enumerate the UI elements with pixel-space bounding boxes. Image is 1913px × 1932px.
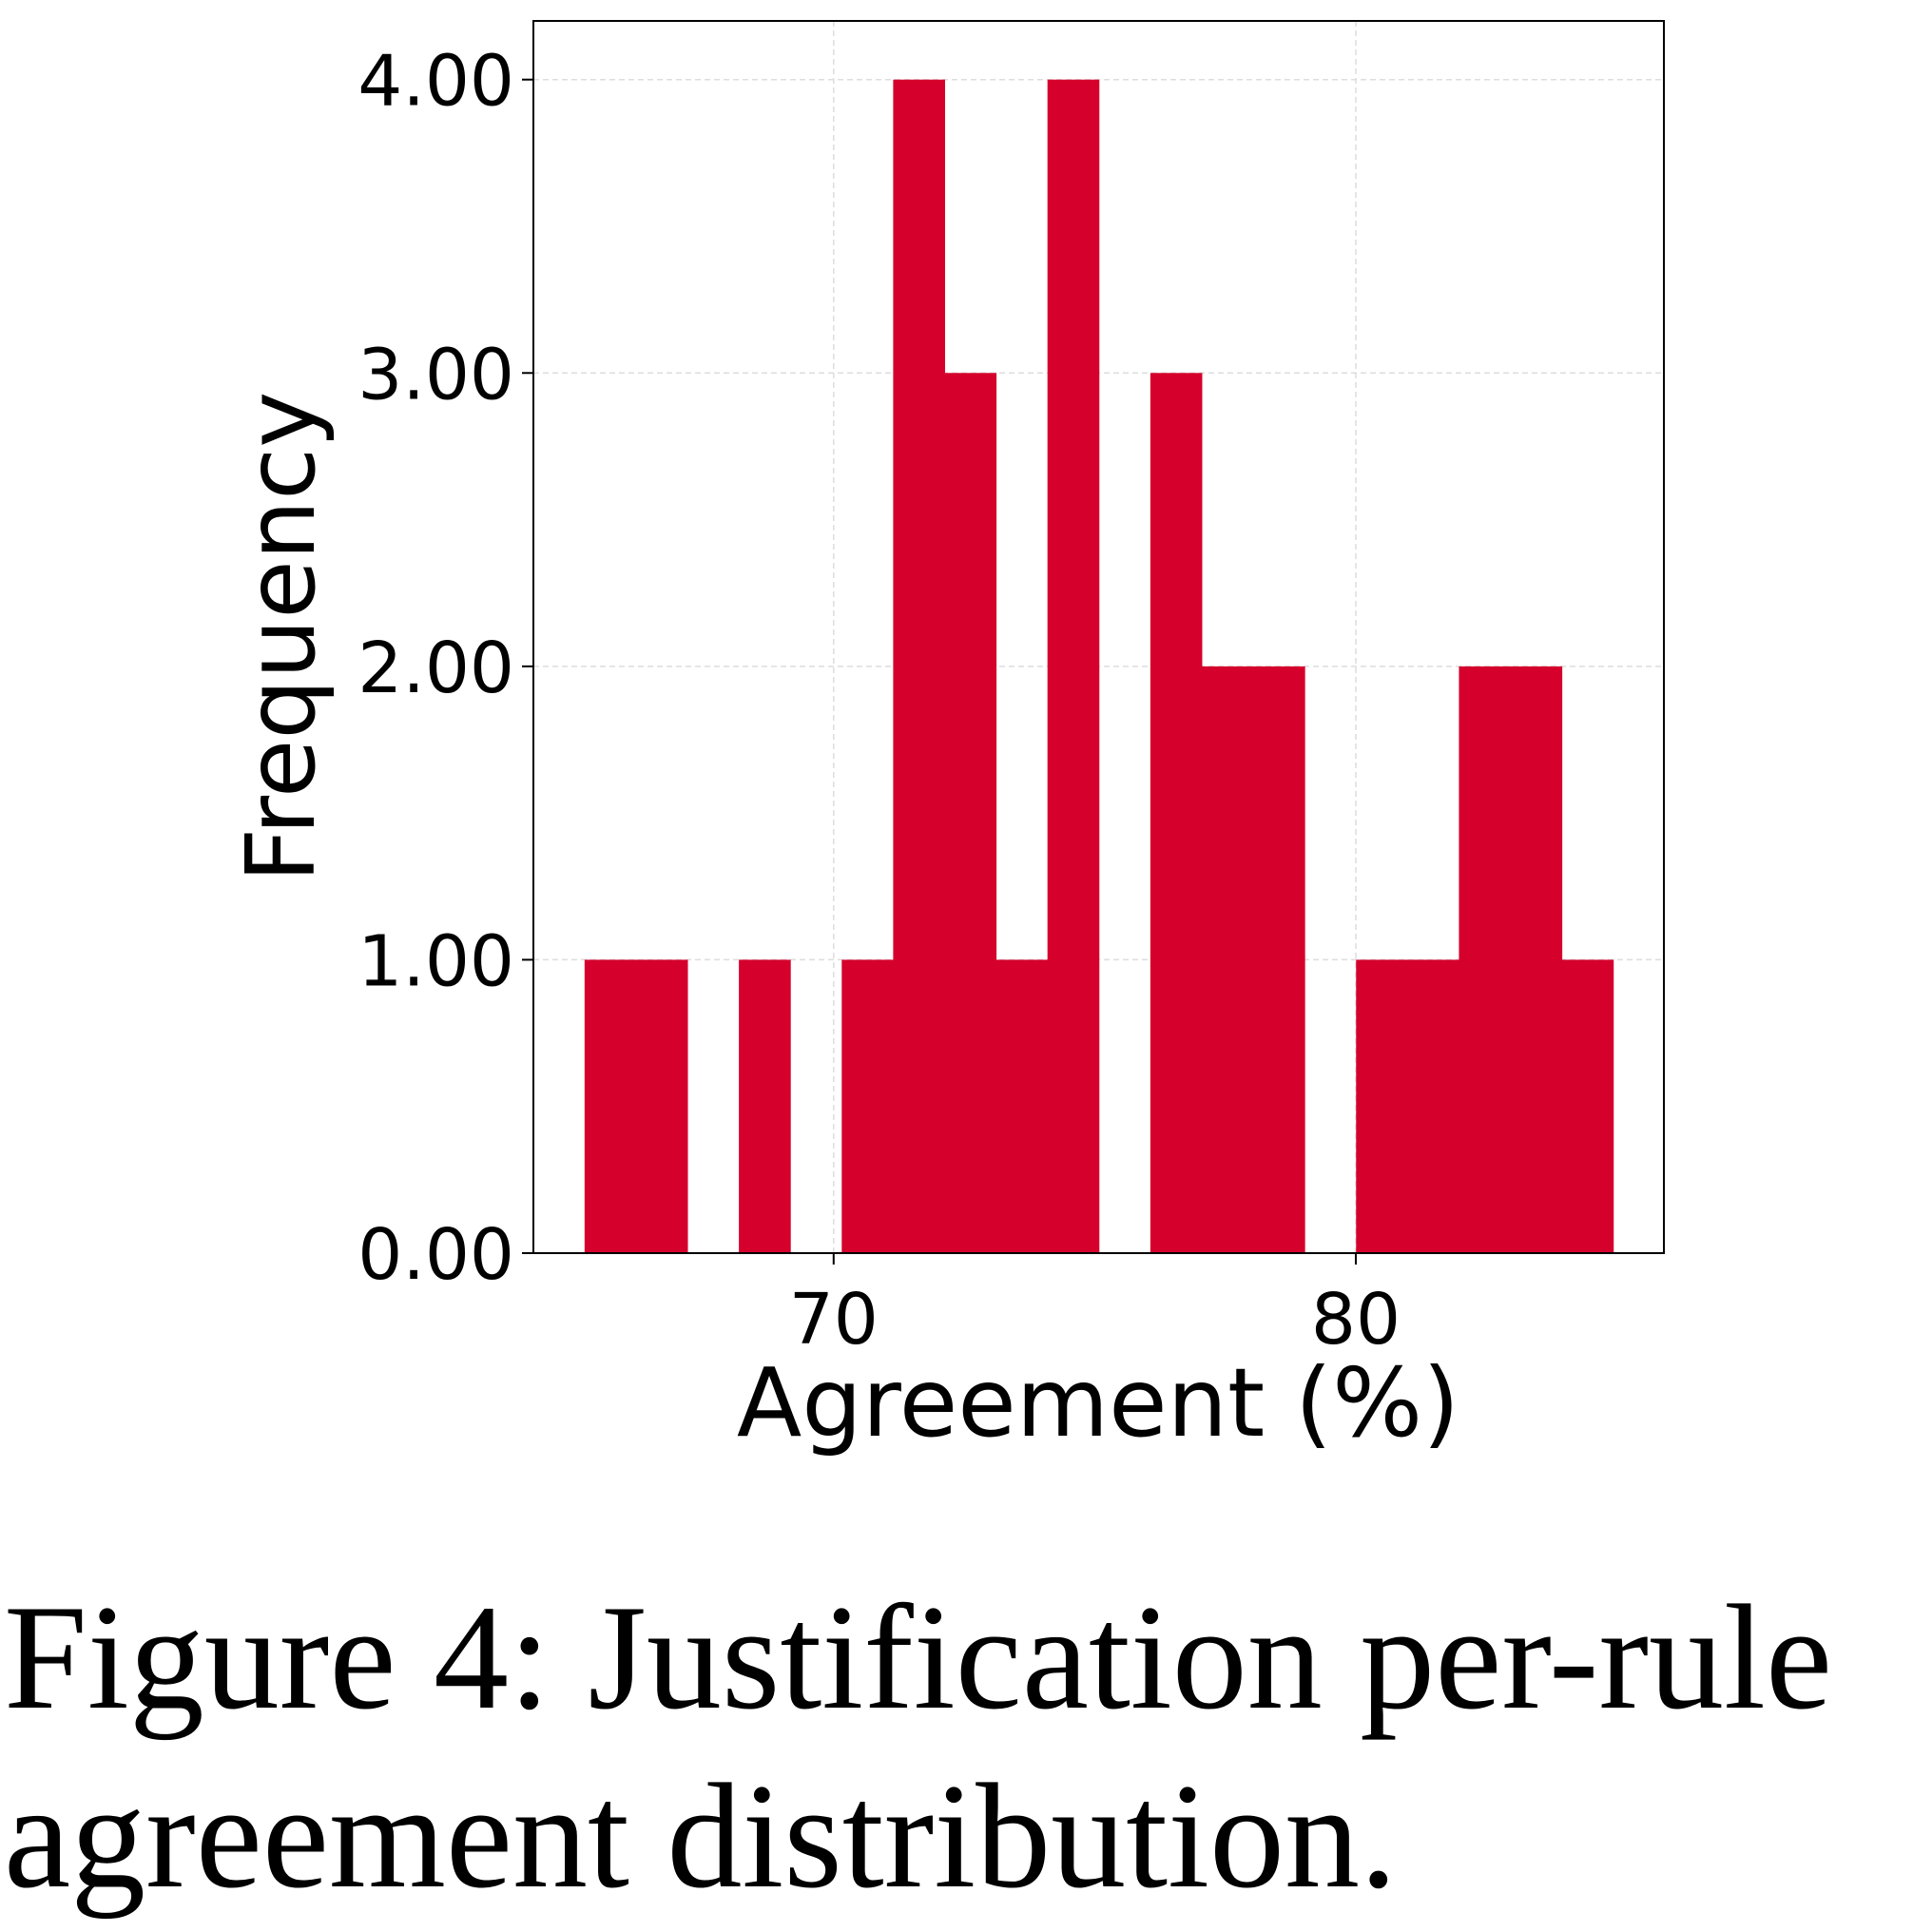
histogram-bar [584,959,637,1253]
histogram-bar [841,959,894,1253]
x-tick-label: 80 [1311,1279,1401,1361]
histogram-bar [635,959,688,1253]
y-tick-label: 4.00 [357,41,514,123]
x-axis-label: Agreement (%) [737,1347,1459,1459]
y-axis-label: Frequency [225,392,337,883]
y-tick-label: 0.00 [357,1214,514,1296]
x-tick-label: 70 [789,1279,879,1361]
histogram-bar [995,959,1049,1253]
histogram-bar [1407,959,1459,1253]
y-ticks: 0.00 1.00 2.00 3.00 4.00 [357,41,533,1296]
histogram-bar [944,373,997,1253]
histogram-bar [739,959,791,1253]
x-ticks: 70 80 [789,1253,1401,1361]
y-tick-label: 2.00 [357,628,514,709]
figure-caption: Figure 4: Justification per-rule agreeme… [4,1569,1913,1926]
histogram-chart: 70 80 0.001.002.003.004.00 Agreement (%) … [225,20,1665,1459]
histogram-bar [1459,666,1512,1253]
plot-frame [532,20,1665,1254]
histogram-bar [1356,959,1408,1253]
histogram-bar [1201,666,1254,1253]
histogram-bar [1561,959,1614,1253]
histogram-bar [1253,666,1305,1253]
y-tick-label: 3.00 [357,334,514,415]
histogram-bar [893,79,945,1254]
bars [584,79,1614,1254]
y-tick-label: 1.00 [357,920,514,1002]
histogram-bar [1047,79,1100,1254]
histogram-bar [1510,666,1563,1253]
caption-line-1: Figure 4: Justification per-rule [4,1575,1833,1741]
caption-line-2: agreement distribution. [4,1753,1398,1920]
histogram-bar [1150,373,1203,1253]
